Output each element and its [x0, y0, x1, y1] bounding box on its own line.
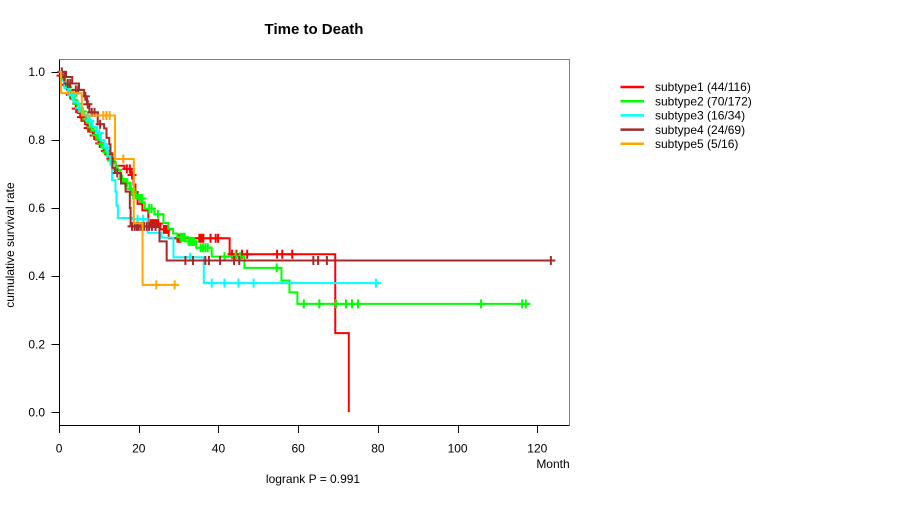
- svg-text:Time to Death: Time to Death: [265, 21, 364, 38]
- svg-text:0.8: 0.8: [28, 133, 45, 147]
- svg-text:Month: Month: [536, 457, 569, 471]
- svg-text:100: 100: [448, 442, 468, 456]
- svg-text:0.0: 0.0: [28, 405, 45, 419]
- svg-text:20: 20: [132, 442, 146, 456]
- svg-text:subtype3 (16/34): subtype3 (16/34): [655, 109, 745, 123]
- svg-text:cumulative survival rate: cumulative survival rate: [3, 182, 17, 308]
- svg-text:subtype4 (24/69): subtype4 (24/69): [655, 123, 745, 137]
- svg-text:80: 80: [371, 442, 385, 456]
- svg-text:0.4: 0.4: [28, 269, 45, 283]
- svg-text:120: 120: [527, 442, 547, 456]
- svg-text:subtype5 (5/16): subtype5 (5/16): [655, 137, 738, 151]
- svg-text:0.6: 0.6: [28, 201, 45, 215]
- svg-text:40: 40: [212, 442, 226, 456]
- svg-text:0.2: 0.2: [28, 337, 45, 351]
- svg-text:1.0: 1.0: [28, 65, 45, 79]
- svg-text:subtype2 (70/172): subtype2 (70/172): [655, 94, 752, 108]
- svg-text:60: 60: [292, 442, 306, 456]
- svg-text:0: 0: [56, 442, 63, 456]
- svg-text:logrank P = 0.991: logrank P = 0.991: [266, 472, 361, 486]
- svg-text:subtype1 (44/116): subtype1 (44/116): [655, 80, 751, 94]
